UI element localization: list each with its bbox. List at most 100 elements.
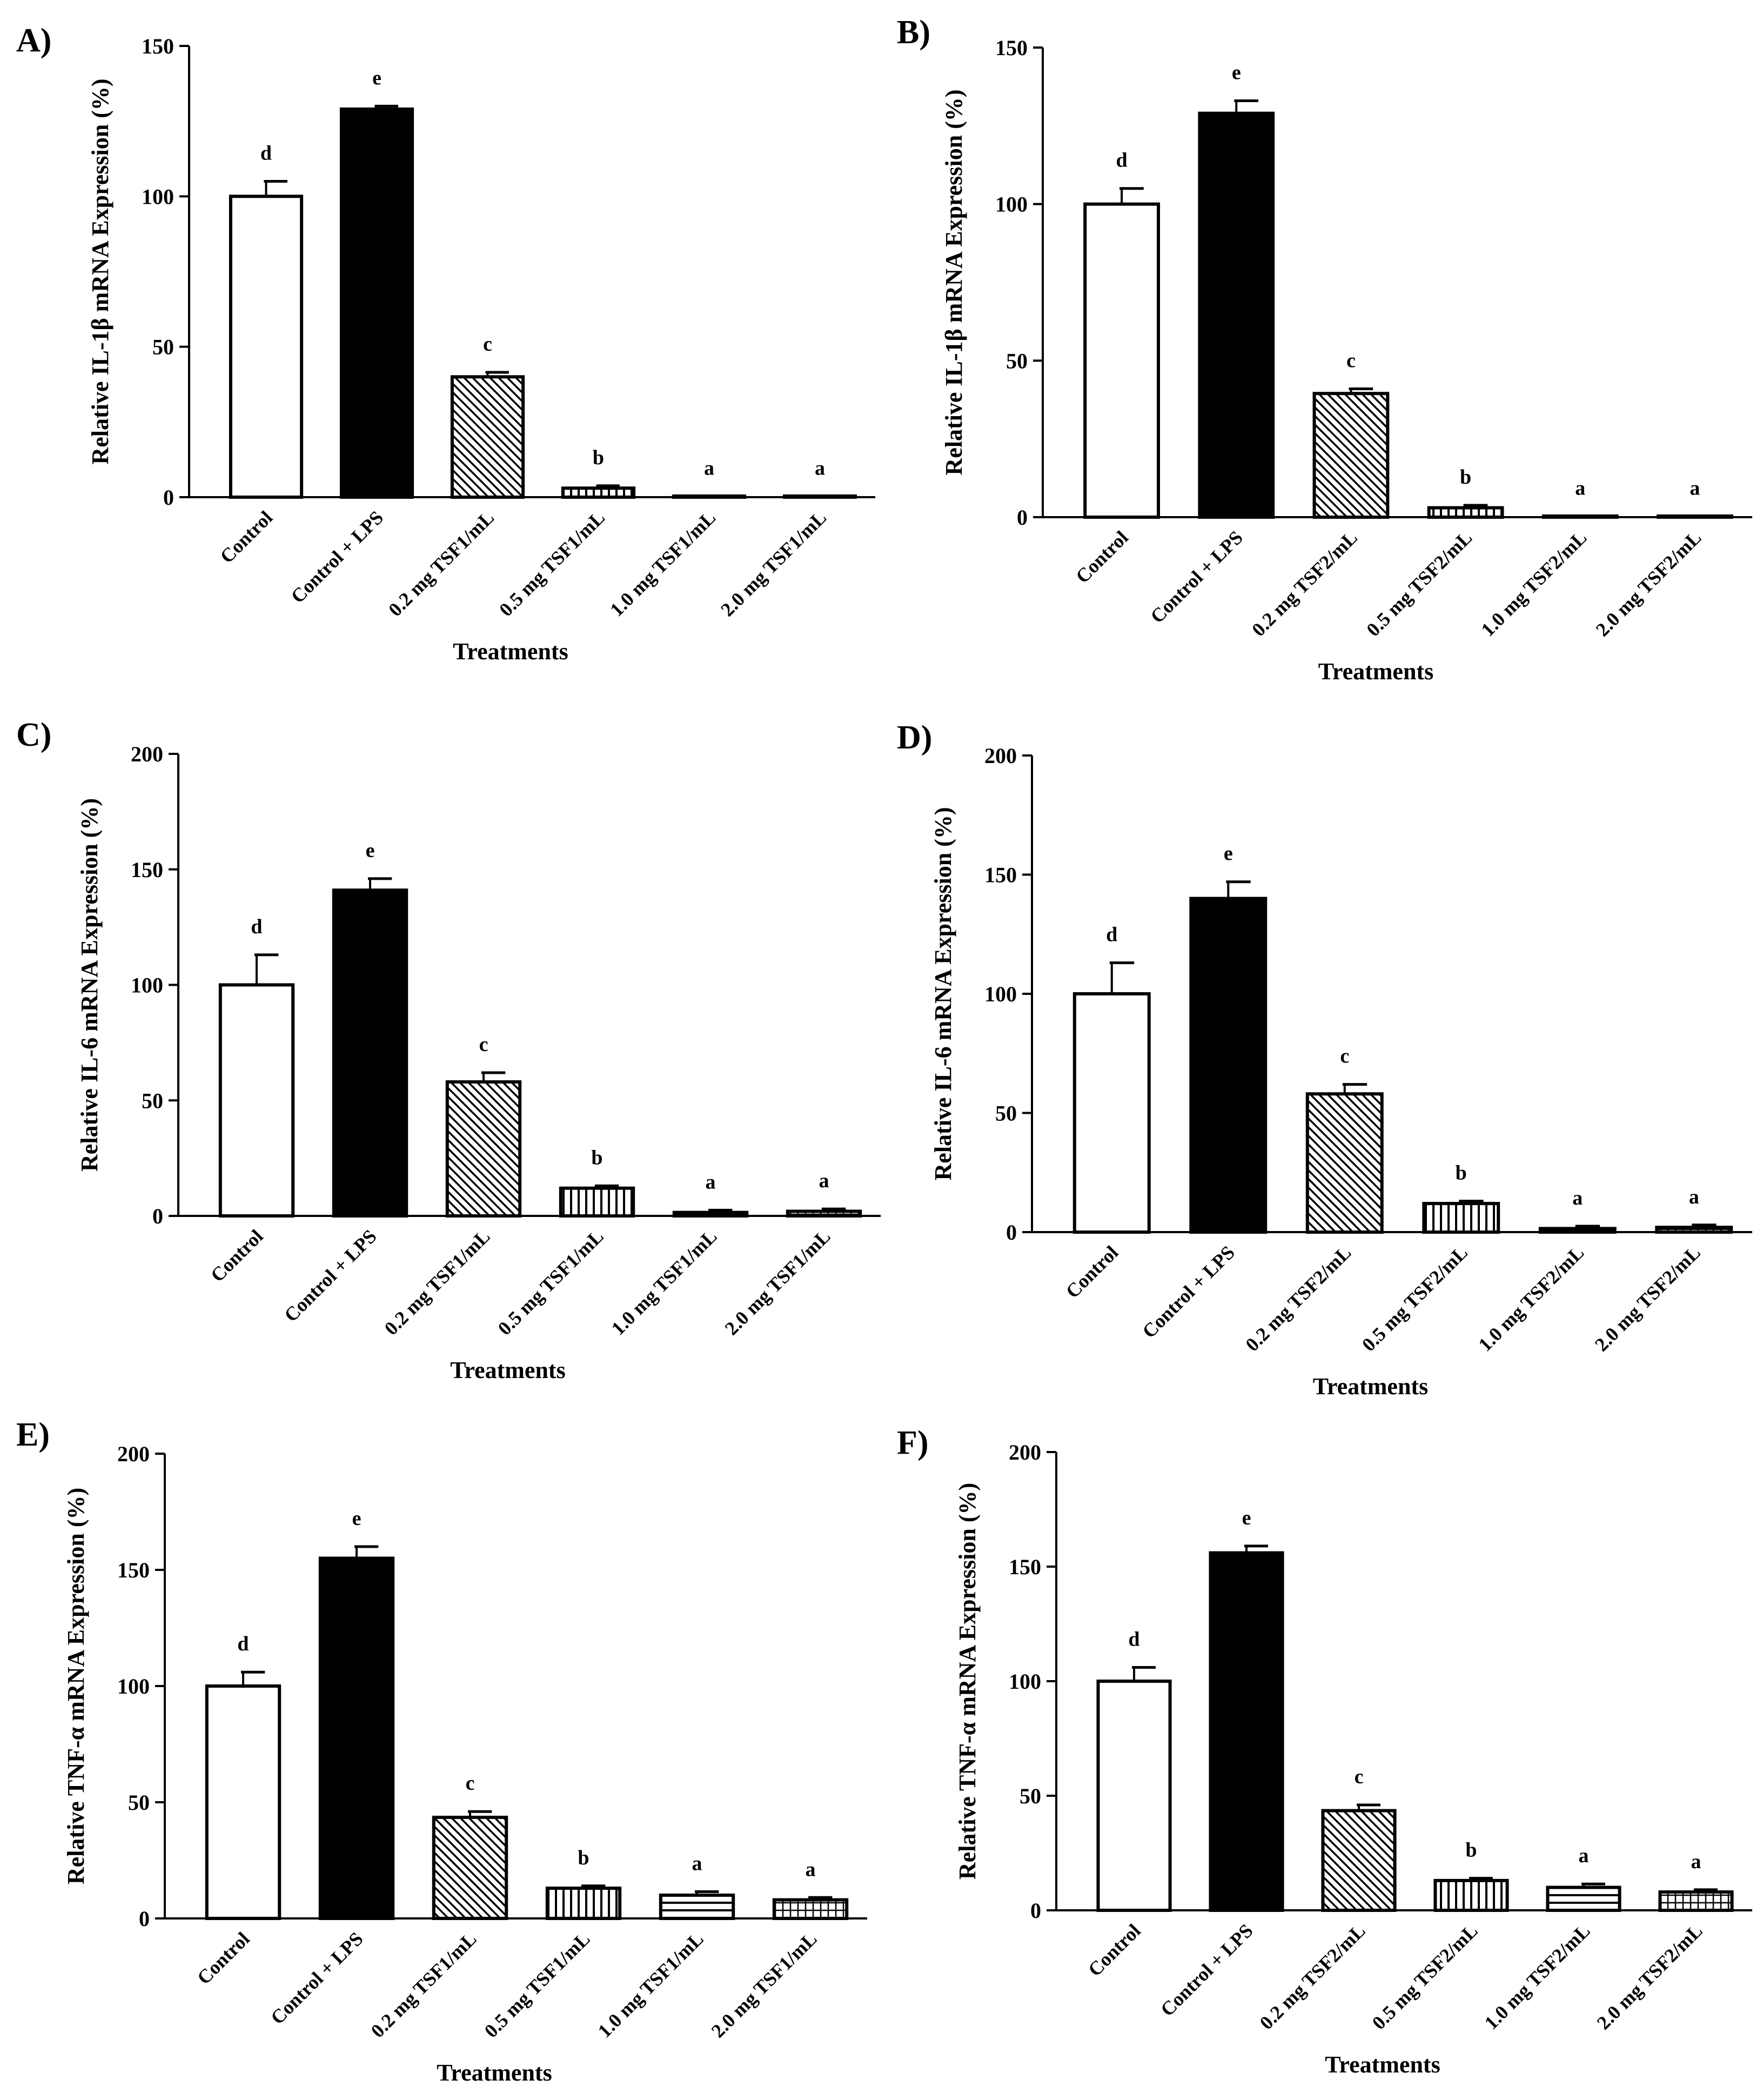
bar <box>659 1894 735 1920</box>
y-tick-label: 50 <box>1006 349 1028 373</box>
significance-letter: b <box>591 1146 602 1169</box>
bar <box>1433 1878 1509 1912</box>
significance-letter: c <box>483 333 492 356</box>
chart-panel: F) 0 50 100 150 200 Relative TNF-α mRNA Expres… <box>897 1424 1752 2078</box>
bar <box>1198 111 1275 519</box>
bar <box>1546 1885 1621 1912</box>
significance-letter: d <box>260 142 272 165</box>
significance-letter: e <box>352 1507 361 1530</box>
y-tick-label: 50 <box>128 1790 150 1815</box>
x-tick-label: 2.0 mg TSF2/mL <box>1593 1920 1707 2034</box>
bar <box>1096 1680 1172 1912</box>
panel-label: D) <box>897 719 932 756</box>
chart-panel: E) 0 50 100 150 200 Relative TNF-α mRNA Expres… <box>16 1416 867 2086</box>
bar <box>318 1556 395 1920</box>
x-tick-label: 2.0 mg TSF2/mL <box>1591 1241 1705 1355</box>
y-tick-label: 150 <box>995 36 1028 60</box>
significance-letter: c <box>1340 1045 1349 1068</box>
y-tick-label: 200 <box>984 744 1017 768</box>
x-tick-label: Control + LPS <box>287 506 388 607</box>
significance-letter: a <box>1572 1187 1583 1209</box>
significance-letter: c <box>479 1033 488 1056</box>
y-tick-label: 50 <box>142 1088 163 1113</box>
bar <box>772 1898 849 1921</box>
chart-panel: A) 0 50 100 150 Relative IL-1β mRNA Expressio… <box>16 22 875 665</box>
x-tick-label: 0.5 mg TSF2/mL <box>1362 526 1476 640</box>
y-axis-title: Relative IL-1β mRNA Expression (%) <box>941 89 967 475</box>
significance-letter: b <box>1465 1839 1477 1862</box>
bar <box>1072 992 1151 1234</box>
bar <box>1321 1809 1397 1912</box>
y-tick-label: 100 <box>142 184 174 209</box>
x-tick-label: Control + LPS <box>1146 526 1247 627</box>
bar <box>1658 1890 1734 1912</box>
x-axis-title: Treatments <box>453 638 568 665</box>
x-tick-label: 1.0 mg TSF2/mL <box>1480 1920 1594 2034</box>
x-tick-label: Control <box>216 506 277 567</box>
significance-letter: a <box>819 1169 829 1192</box>
x-tick-label: Control + LPS <box>280 1225 381 1326</box>
x-tick-label: Control + LPS <box>1138 1241 1239 1342</box>
bar <box>1083 202 1160 519</box>
significance-letter: a <box>1579 1844 1589 1867</box>
significance-letter: a <box>1575 477 1585 499</box>
y-tick-label: 100 <box>131 973 163 998</box>
x-tick-label: 2.0 mg TSF1/mL <box>707 1928 821 2042</box>
bar <box>432 1815 508 1920</box>
x-tick-label: Control + LPS <box>266 1928 367 2029</box>
x-tick-label: Control + LPS <box>1156 1920 1257 2021</box>
significance-letter: d <box>237 1633 249 1655</box>
y-tick-label: 0 <box>1006 1220 1017 1245</box>
significance-letter: a <box>1689 1186 1699 1208</box>
significance-letter: a <box>806 1858 816 1881</box>
significance-letter: e <box>1242 1507 1251 1529</box>
y-tick-label: 100 <box>1009 1669 1041 1694</box>
panel-label: F) <box>897 1424 929 1461</box>
significance-letter: c <box>466 1772 475 1795</box>
y-tick-label: 100 <box>117 1674 150 1698</box>
x-axis-title: Treatments <box>437 2059 552 2086</box>
significance-letter: b <box>1460 466 1471 489</box>
significance-letter: a <box>1691 1850 1701 1873</box>
bar <box>332 888 408 1218</box>
y-tick-label: 150 <box>142 34 174 58</box>
chart-panel: D) 0 50 100 150 200 Relative IL-6 mRNA Express… <box>897 719 1752 1400</box>
x-axis-title: Treatments <box>450 1357 565 1383</box>
x-tick-label: 0.2 mg TSF2/mL <box>1256 1920 1370 2034</box>
x-tick-label: 0.2 mg TSF1/mL <box>384 506 498 620</box>
x-tick-label: 0.2 mg TSF2/mL <box>1241 1241 1355 1355</box>
significance-letter: d <box>1106 924 1117 946</box>
bar <box>450 375 525 499</box>
significance-letter: c <box>1355 1765 1364 1788</box>
bar <box>1209 1551 1284 1912</box>
bar <box>786 1209 862 1218</box>
x-tick-label: 0.5 mg TSF1/mL <box>494 1225 608 1339</box>
significance-letter: e <box>366 839 375 862</box>
bar <box>545 1887 622 1921</box>
chart-panel: B) 0 50 100 150 Relative IL-1β mRNA Expressio… <box>897 14 1752 685</box>
x-axis-title: Treatments <box>1325 2051 1440 2078</box>
significance-letter: a <box>692 1852 702 1875</box>
panel-label: B) <box>897 14 930 51</box>
bar <box>672 1210 749 1218</box>
x-tick-label: 1.0 mg TSF2/mL <box>1477 526 1591 640</box>
bar <box>561 486 636 499</box>
significance-letter: e <box>372 66 381 89</box>
y-tick-label: 150 <box>1009 1555 1041 1579</box>
bar <box>229 195 304 499</box>
y-tick-label: 0 <box>1030 1898 1041 1923</box>
x-tick-label: 0.5 mg TSF1/mL <box>480 1928 594 2042</box>
y-axis-title: Relative IL-6 mRNA Expression (%) <box>930 807 956 1181</box>
significance-letter: c <box>1346 349 1356 372</box>
bar <box>445 1080 522 1218</box>
bar <box>1312 392 1390 519</box>
bar <box>559 1186 635 1218</box>
x-tick-label: 2.0 mg TSF1/mL <box>721 1225 835 1339</box>
bar <box>1427 506 1504 519</box>
significance-letter: a <box>704 457 714 479</box>
y-axis-title: Relative IL-1β mRNA Expression (%) <box>87 78 113 464</box>
y-tick-label: 150 <box>131 858 163 882</box>
significance-letter: a <box>706 1171 716 1193</box>
